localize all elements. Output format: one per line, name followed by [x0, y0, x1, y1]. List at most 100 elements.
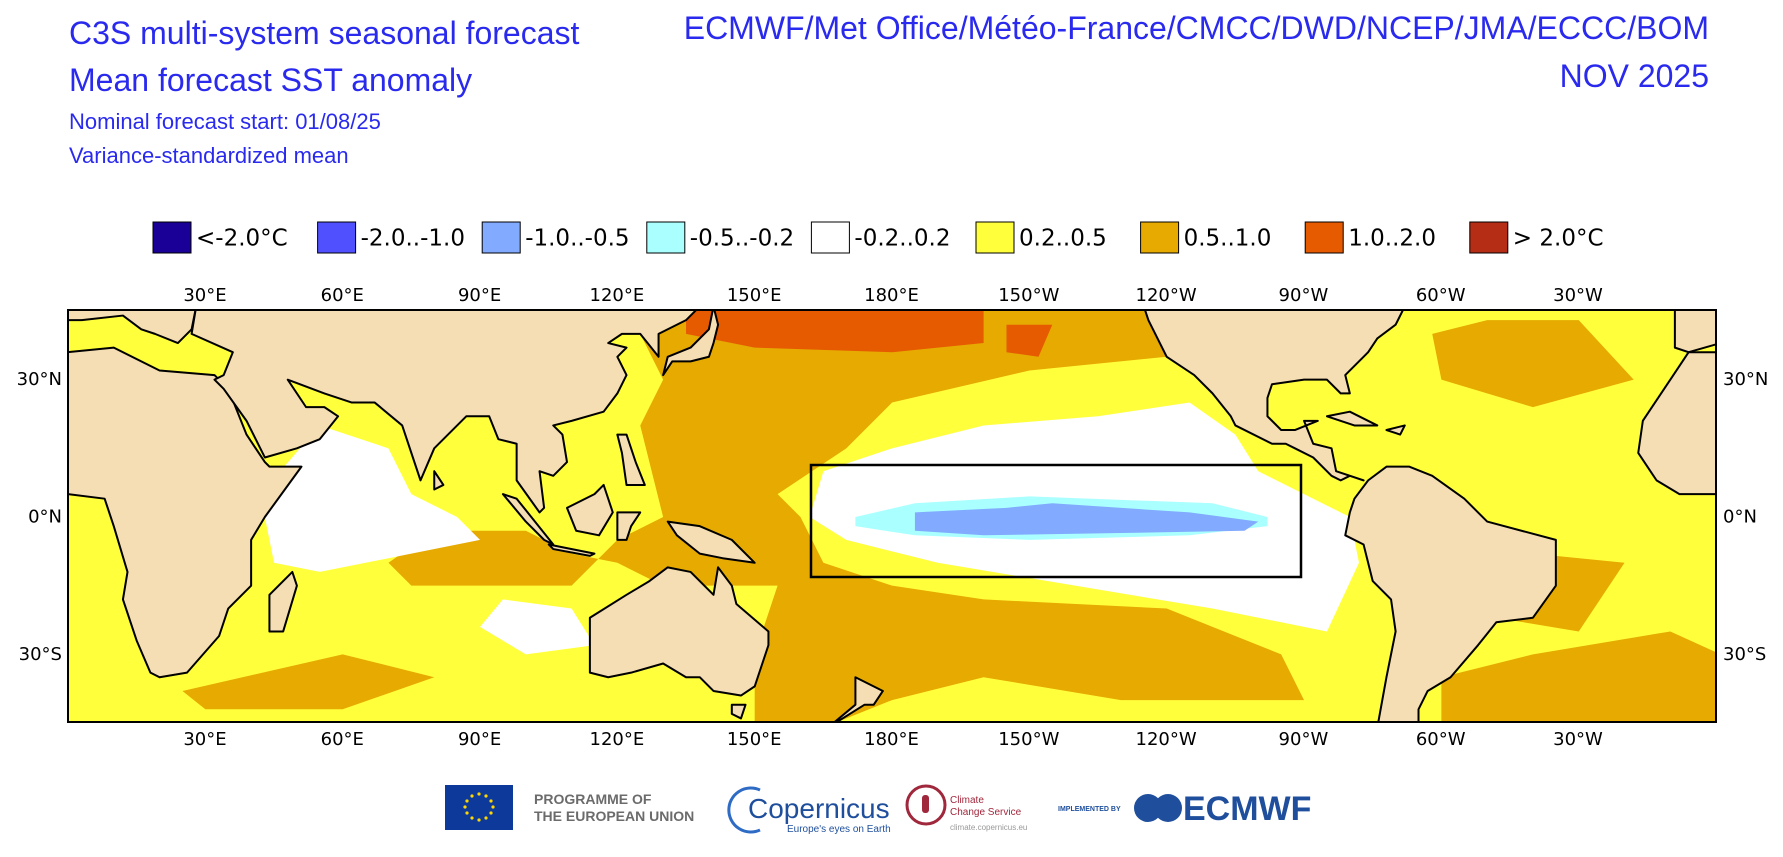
map-frame [67, 309, 1717, 723]
valid-month: NOV 2025 [1560, 58, 1709, 94]
c3s-text: Climate [950, 795, 984, 806]
lon-label: 150°W [998, 285, 1059, 306]
axes: 30°E 30°E 60°E 60°E 90°E 90°E 120°E 120°E 150°E 1… [17, 285, 1769, 750]
legend-swatch [1469, 221, 1509, 254]
ecmwf-name: ECMWF [1183, 790, 1311, 828]
legend-swatch [975, 221, 1015, 254]
lon-label: 90°E [458, 285, 501, 306]
land [732, 705, 746, 719]
lon-label: 30°W [1553, 729, 1603, 750]
lon-label: 90°W [1279, 285, 1329, 306]
lon-label: 60°E [321, 285, 364, 306]
legend-label: -1.0..-0.5 [525, 226, 629, 252]
anomaly-area [1432, 320, 1634, 408]
nino-box [809, 463, 1303, 579]
copernicus-icon [727, 786, 761, 834]
lon-label: 90°W [1279, 729, 1329, 750]
legend-swatch [481, 221, 521, 254]
lon-label: 60°W [1416, 729, 1466, 750]
land [828, 677, 883, 722]
lon-label: 120°W [1136, 285, 1197, 306]
eu-text: THE EUROPEAN UNION [534, 808, 694, 824]
anomaly-area [1006, 324, 1053, 357]
anomaly-area [686, 310, 984, 353]
c3s-url: climate.copernicus.eu [950, 823, 1027, 832]
lon-label: 30°W [1553, 285, 1603, 306]
legend-label: 0.2..0.5 [1019, 226, 1107, 252]
anomaly-area [480, 599, 595, 655]
lon-label: 180°E [864, 285, 919, 306]
legend-label: <-2.0°C [196, 226, 288, 252]
lat-label: 0°N [28, 507, 62, 528]
lon-label: 30°E [183, 285, 226, 306]
c3s-text: Change Service [950, 807, 1022, 818]
eu-stars [463, 792, 495, 822]
lon-label: 90°E [458, 729, 501, 750]
legend-label: 1.0..2.0 [1348, 226, 1436, 252]
land [668, 522, 755, 563]
lon-label: 180°E [864, 729, 919, 750]
legend-swatch [1304, 221, 1344, 254]
lon-label: 120°E [590, 729, 645, 750]
land [617, 512, 640, 539]
land [549, 544, 595, 555]
anomaly-area [1441, 631, 1716, 722]
lon-label: 120°W [1136, 729, 1197, 750]
lat-label: 30°S [1723, 644, 1766, 665]
lon-label: 150°E [727, 285, 782, 306]
lat-label: 30°N [17, 369, 62, 390]
legend-swatch [152, 221, 192, 254]
forecast-start: Nominal forecast start: 01/08/25 [69, 109, 381, 134]
land [68, 348, 301, 678]
anomaly-area [388, 310, 1305, 722]
legend-swatch [646, 221, 686, 254]
ecmwf-icon [1134, 794, 1182, 822]
copernicus-name: Copernicus [748, 793, 890, 824]
systems: ECMWF/Met Office/Météo-France/CMCC/DWD/N… [684, 10, 1709, 46]
lat-label: 30°N [1723, 369, 1768, 390]
lat-label: 0°N [1723, 507, 1757, 528]
legend-label: -0.2..0.2 [854, 226, 950, 252]
legend-swatch [810, 221, 850, 254]
method: Variance-standardized mean [69, 143, 349, 168]
lon-label: 150°E [727, 729, 782, 750]
land [1345, 467, 1556, 722]
copernicus-tagline: Europe's eyes on Earth [787, 824, 891, 835]
legend-label: -0.5..-0.2 [690, 226, 794, 252]
eu-flag [445, 785, 513, 830]
c3s-icon [905, 784, 947, 826]
legend: <-2.0°C -2.0..-1.0 -1.0..-0.5 -0.5..-0.2 -0.… [152, 221, 1604, 254]
land [503, 494, 553, 544]
eu-text: PROGRAMME OF [534, 791, 652, 807]
land [567, 485, 613, 535]
land [192, 310, 700, 512]
lat-label: 30°S [19, 644, 62, 665]
land [269, 572, 296, 632]
map-layers [68, 310, 1716, 722]
legend-label: -2.0..-1.0 [361, 226, 465, 252]
anomaly-area [260, 425, 481, 572]
land [1638, 352, 1716, 494]
land [434, 471, 443, 489]
legend-swatch [1140, 221, 1180, 254]
land [663, 310, 718, 375]
subtitle: Mean forecast SST anomaly [69, 62, 472, 98]
legend-label: 0.5..1.0 [1184, 226, 1272, 252]
lon-label: 60°E [321, 729, 364, 750]
lon-label: 30°E [183, 729, 226, 750]
anomaly-area [914, 503, 1259, 536]
legend-swatch [317, 221, 357, 254]
lon-label: 60°W [1416, 285, 1466, 306]
title: C3S multi-system seasonal forecast [69, 15, 580, 51]
land [1386, 425, 1404, 434]
lon-label: 120°E [590, 285, 645, 306]
legend-label: > 2.0°C [1513, 226, 1604, 252]
c3s-icon [922, 795, 929, 813]
footer: PROGRAMME OF THE EUROPEAN UNION Copernic… [445, 784, 1311, 835]
implemented-by: IMPLEMENTED BY [1058, 806, 1121, 813]
map [68, 310, 1716, 722]
anomaly-area [182, 654, 435, 710]
land [1144, 310, 1405, 480]
land [1327, 412, 1377, 426]
